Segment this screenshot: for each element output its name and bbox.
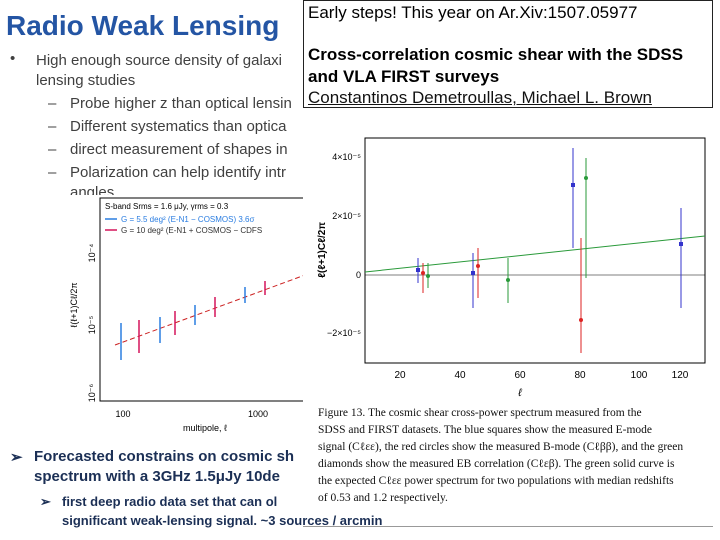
caption-bg xyxy=(303,404,713,527)
caption-line: the expected Cℓεε power spectrum for two… xyxy=(318,475,674,487)
arrow-bullet: ➢ xyxy=(40,494,51,509)
caption-line: signal (Cℓεε), the red circles show the … xyxy=(318,441,684,453)
sub-bullet: Probe higher z than optical lensin xyxy=(70,95,292,112)
model-curve xyxy=(364,235,706,273)
x-tick-label: 120 xyxy=(672,370,689,381)
x-tick-label: 80 xyxy=(574,370,586,381)
bottom-text: spectrum with a 3GHz 1.5μJy 10de xyxy=(34,468,280,485)
caption-line: of 0.53 and 1.2 respectively. xyxy=(318,492,448,504)
x-label: multipole, ℓ xyxy=(183,423,228,433)
bullet-text: High enough source density of galaxi xyxy=(36,52,282,69)
dash: – xyxy=(48,95,57,112)
right-figure: ℓ(ℓ+1)Cℓ/2π 4×10⁻⁵ 2×10⁻⁵ 0 −2×10⁻⁵ 20 4… xyxy=(303,108,713,408)
x-label: ℓ xyxy=(517,387,522,399)
bottom-text: Forecasted constrains on cosmic sh xyxy=(34,448,295,465)
dash: – xyxy=(48,141,57,158)
note-line: Early steps! This year on Ar.Xiv:1507.05… xyxy=(308,3,638,22)
legend-text: G = 10 deg² (E-N1 + COSMOS − CDFS xyxy=(121,226,262,235)
x-tick-label: 40 xyxy=(454,370,466,381)
y-label: ℓ(ℓ+1)Cℓ/2π xyxy=(317,222,328,278)
y-tick-label: 10⁻⁴ xyxy=(87,244,97,263)
dash: – xyxy=(48,164,57,181)
sub-bullet: direct measurement of shapes in xyxy=(70,141,288,158)
data-points xyxy=(416,148,683,353)
y-tick-label: 4×10⁻⁵ xyxy=(332,152,361,162)
dash: – xyxy=(48,118,57,135)
y-tick-label: 10⁻⁵ xyxy=(87,315,97,334)
y-tick-label: −2×10⁻⁵ xyxy=(327,328,361,338)
x-tick-label: 1000 xyxy=(248,409,268,419)
figure-bg xyxy=(55,195,305,440)
slide-title: Radio Weak Lensing xyxy=(6,10,280,41)
sub-bullet: Different systematics than optica xyxy=(70,118,287,135)
model-line xyxy=(114,274,305,346)
x-tick-label: 20 xyxy=(394,370,406,381)
plot-frame xyxy=(99,197,305,402)
sub-bullet: Polarization can help identify intr xyxy=(70,164,286,181)
x-tick-label: 100 xyxy=(631,370,648,381)
bullet-text: lensing studies xyxy=(36,72,136,89)
caption-line: Figure 13. The cosmic shear cross-power … xyxy=(318,407,642,419)
note-line: Cross-correlation cosmic shear with the … xyxy=(308,45,684,64)
error-bars xyxy=(120,287,246,360)
x-tick-label: 60 xyxy=(514,370,526,381)
note-box: Early steps! This year on Ar.Xiv:1507.05… xyxy=(303,0,713,108)
bullet-dot: • xyxy=(10,50,16,67)
legend-text: G = 5.5 deg² (E-N1 − COSMOS) 3.6σ xyxy=(121,215,254,224)
x-tick-label: 100 xyxy=(115,409,130,419)
error-bars xyxy=(138,281,266,353)
left-figure: S-band Srms = 1.6 μJy, γrms = 0.3 G = 5.… xyxy=(55,195,305,440)
y-label: ℓ(ℓ+1)Cℓ/2π xyxy=(69,282,79,327)
bottom-bg xyxy=(0,440,303,540)
bottom-sub: significant weak-lensing signal. ~3 sour… xyxy=(62,513,383,528)
legend-text: S-band Srms = 1.6 μJy, γrms = 0.3 xyxy=(105,202,229,211)
plot-frame xyxy=(364,137,706,364)
author-link[interactable]: Constantinos Demetroullas, Michael L. Br… xyxy=(308,88,652,107)
caption-line: diamonds show the measured EB correlatio… xyxy=(318,458,675,470)
y-tick-label: 0 xyxy=(356,270,361,280)
bottom-sub: first deep radio data set that can ol xyxy=(62,494,278,509)
caption-line: SDSS and FIRST datasets. The blue square… xyxy=(318,424,652,436)
arrow-bullet: ➢ xyxy=(10,449,23,466)
y-tick-label: 2×10⁻⁵ xyxy=(332,211,361,221)
y-tick-label: 10⁻⁶ xyxy=(87,383,97,402)
note-line: and VLA FIRST surveys xyxy=(308,67,500,86)
